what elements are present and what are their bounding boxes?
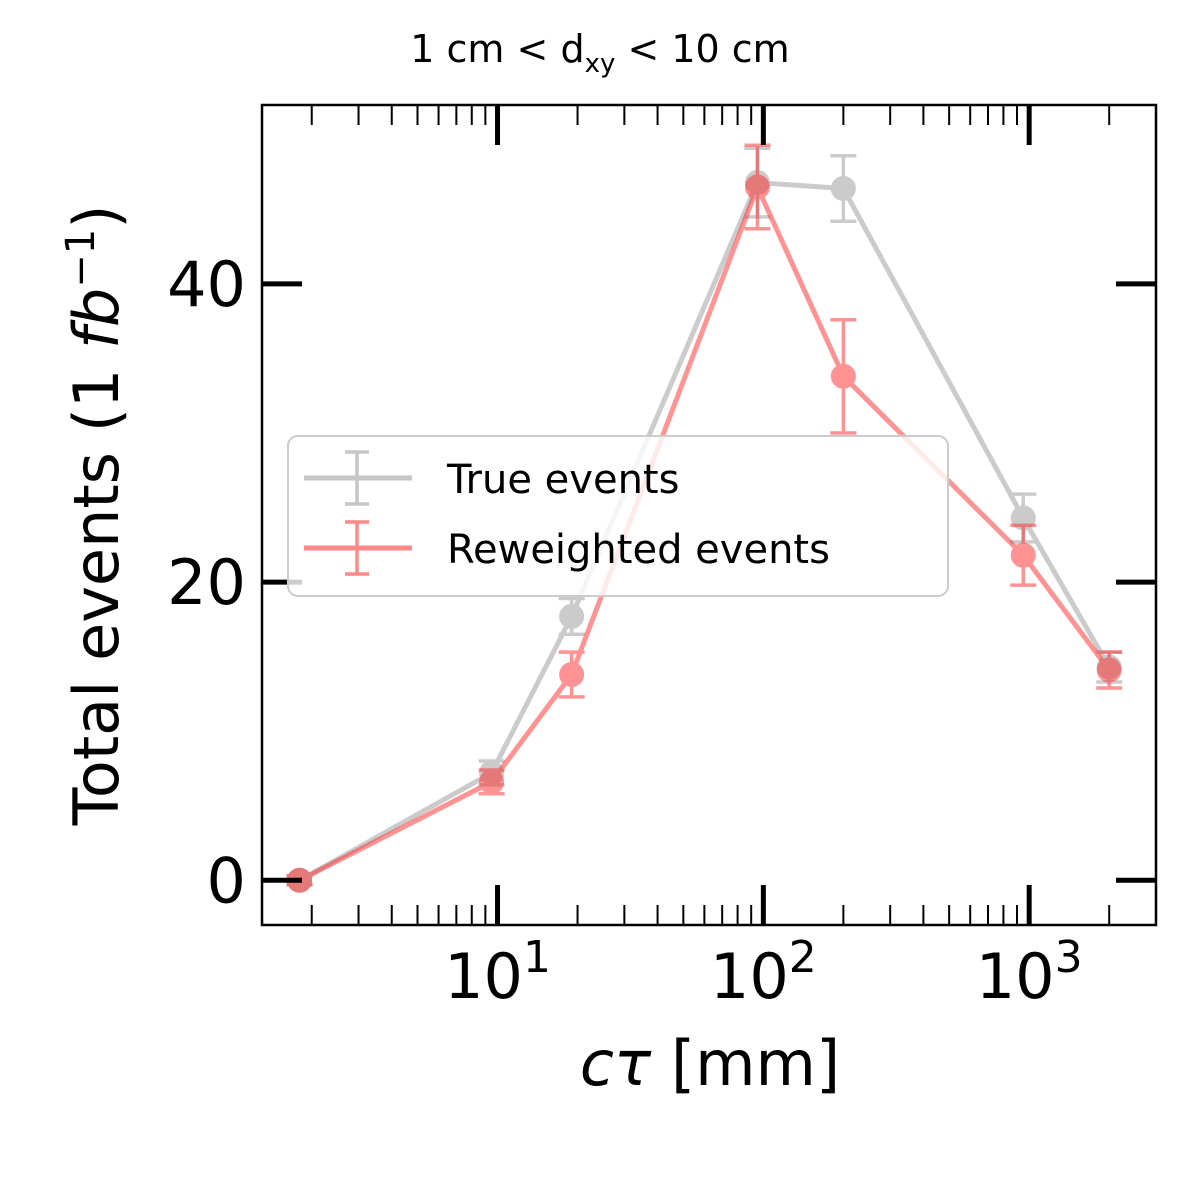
- data-point-reweighted-events: [830, 363, 856, 389]
- y-tick-label: 40: [167, 248, 246, 321]
- series-reweighted-events: [286, 143, 1123, 893]
- x-axis-label: cτ [mm]: [580, 1027, 840, 1100]
- legend-handle-true-events: [304, 450, 412, 506]
- x-tick-label: 101: [444, 932, 551, 1013]
- x-tick-label: 102: [710, 932, 817, 1013]
- legend-label-reweighted-events: Reweighted events: [447, 527, 830, 573]
- data-point-reweighted-events: [744, 174, 770, 200]
- x-tick-label: 103: [976, 932, 1083, 1013]
- legend-box: [287, 435, 949, 597]
- y-tick-label: 20: [167, 546, 246, 619]
- chart-title: 1 cm < dxy < 10 cm: [410, 27, 789, 79]
- data-point-true-events: [559, 603, 585, 629]
- plot-frame: [260, 103, 1158, 927]
- y-tick-label: 0: [207, 844, 246, 917]
- plot-area: [286, 143, 1123, 893]
- legend-handle-reweighted-events: [304, 520, 412, 576]
- data-point-reweighted-events: [1010, 542, 1036, 568]
- data-point-reweighted-events: [1096, 657, 1122, 683]
- legend: True events Reweighted events: [287, 435, 949, 597]
- data-point-reweighted-events: [559, 662, 585, 688]
- data-point-reweighted-events: [479, 769, 505, 795]
- data-point-true-events: [830, 175, 856, 201]
- axis-ticks: 0 20 40 101 102 103: [167, 105, 1157, 1013]
- legend-label-true-events: True events: [446, 457, 679, 503]
- y-axis-label: Total events (1 fb−1): [58, 205, 133, 827]
